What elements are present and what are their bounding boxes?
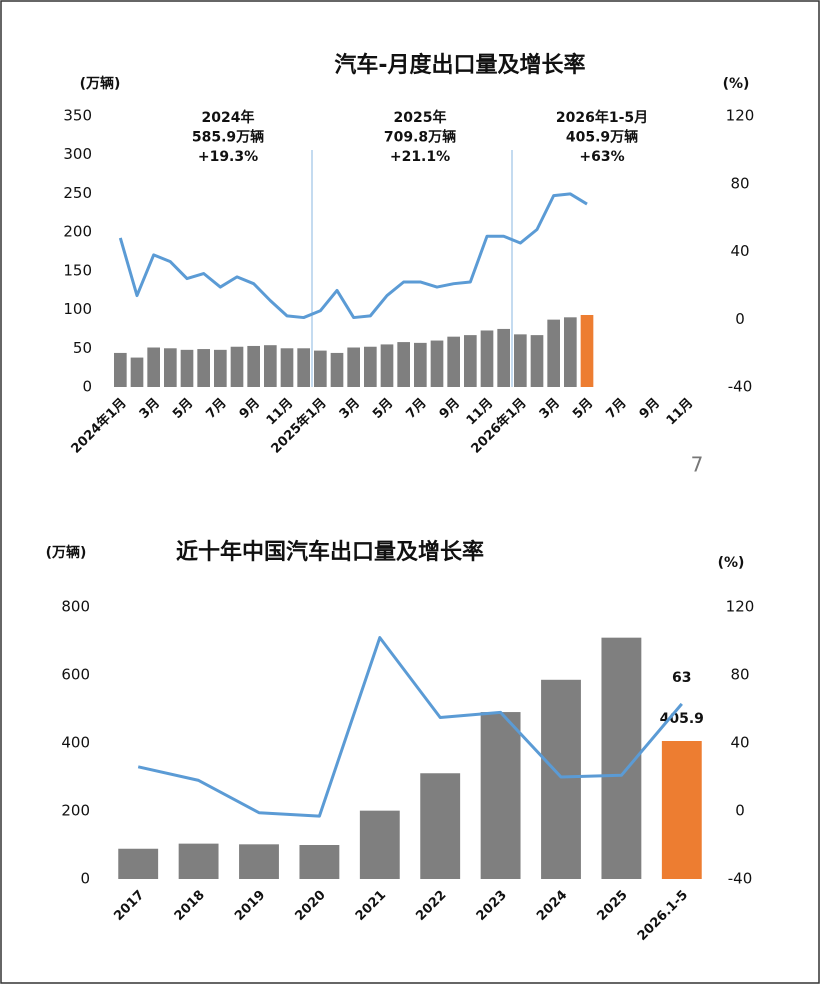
bar <box>464 335 477 387</box>
bar <box>364 346 377 387</box>
bar <box>430 340 444 387</box>
bar <box>118 848 159 879</box>
y-tick-label: 250 <box>63 184 92 202</box>
page-number: 7 <box>691 453 704 477</box>
bar <box>214 349 227 387</box>
chart-title: 汽车-月度出口量及增长率 <box>334 52 585 78</box>
y2-tick-label: 120 <box>726 107 755 125</box>
bar <box>414 342 427 387</box>
y2-tick-label: 0 <box>735 802 745 820</box>
line <box>118 192 588 320</box>
y-tick-label: 200 <box>61 802 90 820</box>
bar <box>661 740 702 879</box>
bar <box>380 344 394 387</box>
bar <box>130 357 144 387</box>
y-tick-label: 350 <box>63 107 92 125</box>
bar <box>420 773 461 879</box>
bar <box>530 335 544 387</box>
y-tick-label: 200 <box>63 223 92 241</box>
bar <box>541 679 581 879</box>
y2-tick-label: 40 <box>730 242 749 260</box>
y-tick-label: 0 <box>80 870 90 888</box>
bar <box>178 843 219 879</box>
chart-title: 近十年中国汽车出口量及增长率 <box>176 539 484 565</box>
y2-tick-label: -40 <box>728 378 753 396</box>
bar <box>239 844 279 879</box>
y2-tick-label: 40 <box>730 734 749 752</box>
annotation: 2026年1-5月 <box>556 109 648 126</box>
bar <box>247 345 260 387</box>
bar <box>347 347 360 387</box>
bar <box>197 349 210 387</box>
y2-tick-label: 0 <box>735 310 745 328</box>
y-tick-label: 800 <box>61 598 90 616</box>
bar <box>564 317 577 387</box>
annotation: 709.8万辆 <box>384 129 456 146</box>
bar <box>280 348 294 387</box>
bar <box>359 810 400 879</box>
bar <box>514 334 527 387</box>
y-tick-label: 600 <box>61 666 90 684</box>
annotation: 405.9万辆 <box>566 129 638 146</box>
bar <box>314 350 327 387</box>
bar <box>447 336 460 387</box>
annotation: 585.9万辆 <box>192 129 264 146</box>
y-tick-label: 150 <box>63 261 92 279</box>
bar <box>180 349 194 387</box>
bar <box>164 348 177 387</box>
bar <box>114 352 127 387</box>
y-tick-label: 50 <box>73 339 92 357</box>
annotation: +63% <box>579 149 624 165</box>
y-axis-label: (万辆) <box>46 544 87 561</box>
y2-tick-label: -40 <box>728 870 753 888</box>
bar <box>147 347 160 387</box>
bar <box>230 346 244 387</box>
bar <box>264 345 277 387</box>
y-tick-label: 300 <box>63 145 92 163</box>
y-tick-label: 0 <box>82 378 92 396</box>
data-label: 63 <box>672 670 691 686</box>
bar <box>497 328 510 387</box>
bar <box>580 314 594 387</box>
bar <box>397 342 410 387</box>
y-tick-label: 400 <box>61 734 90 752</box>
bar <box>547 319 560 387</box>
annotation: 2024年 <box>202 109 255 126</box>
bar <box>480 712 521 879</box>
y2-tick-label: 80 <box>730 174 749 192</box>
bar <box>299 845 340 879</box>
y2-tick-label: 120 <box>726 598 755 616</box>
data-label: 405.9 <box>660 711 704 727</box>
y-tick-label: 100 <box>63 300 92 318</box>
annotation: 2025年 <box>394 109 447 126</box>
y2-axis-label: (%) <box>723 76 750 92</box>
bar <box>330 352 344 387</box>
y2-axis-label: (%) <box>718 555 745 571</box>
bar <box>480 330 494 387</box>
y2-tick-label: 80 <box>730 666 749 684</box>
bar <box>297 348 310 387</box>
line <box>137 636 683 818</box>
annotation: +19.3% <box>198 149 258 165</box>
y-axis-label: (万辆) <box>80 75 121 92</box>
annotation: +21.1% <box>390 149 450 165</box>
